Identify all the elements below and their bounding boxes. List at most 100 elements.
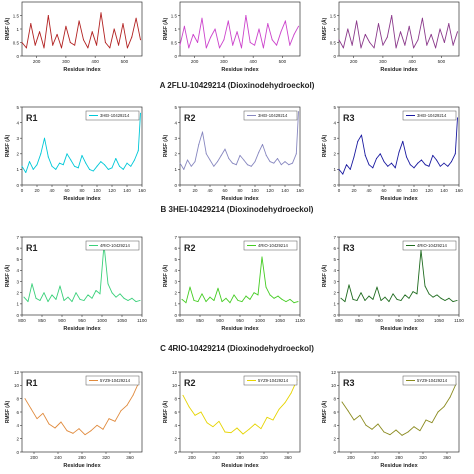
rmsf-data-point <box>233 294 235 296</box>
rmsf-data-point <box>348 284 350 286</box>
panel-label: R2 <box>184 243 196 253</box>
x-tick-label: 1000 <box>414 318 425 323</box>
rmsf-data-point <box>212 426 214 428</box>
rmsf-data-point <box>412 291 414 293</box>
x-tick-label: 240 <box>212 455 220 460</box>
legend: 5YZ9-10429214 <box>85 375 140 386</box>
y-tick-label: 7 <box>16 235 19 240</box>
rmsf-data-point <box>189 286 191 288</box>
rmsf-data-point <box>273 162 275 164</box>
rmsf-data-point <box>77 167 79 169</box>
y-tick-label: 7 <box>174 235 177 240</box>
rmsf-data-point <box>284 161 286 163</box>
rmsf-data-point <box>27 301 29 303</box>
x-tick-label: 200 <box>350 59 358 64</box>
x-axis-label: Residue index <box>380 326 418 332</box>
rmsf-data-point <box>197 301 199 303</box>
rmsf-data-point <box>457 117 458 119</box>
rmsf-data-point <box>135 17 137 19</box>
legend-entry: 5YZ9-10429214 <box>100 378 131 383</box>
x-tick-label: 850 <box>196 318 204 323</box>
rmsf-data-point <box>48 423 50 425</box>
rmsf-data-point <box>421 17 423 19</box>
panel-label: R3 <box>343 113 355 123</box>
rmsf-data-point <box>386 36 388 38</box>
panel-label: R1 <box>26 378 38 388</box>
rmsf-data-point <box>30 23 32 25</box>
rmsf-data-point <box>401 434 403 436</box>
legend-entry: 5YZ9-10429214 <box>258 378 289 383</box>
x-tick-label: 60 <box>222 188 228 193</box>
rmsf-data-point <box>55 298 57 300</box>
y-tick-label: 4 <box>333 120 336 125</box>
rmsf-data-point <box>43 47 45 49</box>
x-tick-label: 800 <box>18 318 26 323</box>
y-tick-label: 12 <box>331 370 337 375</box>
y-tick-label: 1 <box>174 302 177 307</box>
chart-panel-5: 0 1 2 3 4 5 0 20 40 60 80 100 120 140 160 Residue index… <box>321 105 463 202</box>
x-tick-label: 900 <box>375 318 383 323</box>
legend-entry: 4RIO-10429214 <box>100 243 130 248</box>
rmsf-data-point <box>368 295 370 297</box>
panel-label: R3 <box>343 378 355 388</box>
rmsf-data-point <box>265 286 267 288</box>
rmsf-data-point <box>81 154 83 156</box>
y-tick-label: 10 <box>14 383 20 388</box>
rmsf-data-point <box>245 295 247 297</box>
rmsf-data-point <box>139 300 141 302</box>
rmsf-data-point <box>284 20 286 22</box>
x-tick-label: 300 <box>62 59 70 64</box>
x-tick-label: 200 <box>30 455 38 460</box>
y-tick-label: 0 <box>174 450 177 455</box>
y-tick-label: 4 <box>16 423 19 428</box>
chart-panel-2: 0 0.5 1 1.5 200 300 400 500 Residue index RMSF (Å… <box>321 1 460 73</box>
rmsf-data-point <box>183 25 185 27</box>
x-tick-label: 80 <box>396 188 402 193</box>
x-tick-label: 20 <box>34 188 40 193</box>
rmsf-data-point <box>111 292 113 294</box>
rmsf-data-point <box>347 28 349 30</box>
rmsf-series-line <box>341 383 457 436</box>
rmsf-data-point <box>47 301 49 303</box>
x-tick-label: 360 <box>284 455 292 460</box>
rmsf-data-point <box>284 402 286 404</box>
y-tick-label: 4 <box>333 423 336 428</box>
rmsf-data-point <box>126 404 128 406</box>
rmsf-data-point <box>272 419 274 421</box>
y-tick-label: 10 <box>172 383 178 388</box>
x-tick-label: 300 <box>379 59 387 64</box>
rmsf-data-point <box>29 161 30 163</box>
rmsf-data-point <box>36 164 38 166</box>
y-tick-label: 1 <box>333 302 336 307</box>
rmsf-data-point <box>59 285 61 287</box>
x-axis-label: Residue index <box>380 463 418 469</box>
y-axis-label: RMSF (Å) <box>321 400 328 423</box>
rmsf-data-point <box>108 418 110 420</box>
rmsf-data-point <box>395 47 397 49</box>
x-tick-label: 850 <box>355 318 363 323</box>
x-tick-label: 60 <box>64 188 70 193</box>
rmsf-data-point <box>267 23 269 25</box>
rmsf-data-point <box>257 294 259 296</box>
rmsf-data-point <box>394 167 396 169</box>
y-tick-label: 0 <box>333 450 336 455</box>
x-tick-label: 400 <box>91 59 99 64</box>
chart-panel-6: 0 1 2 3 4 5 6 7 800 850 900 950 1000 1050 1100 Residue … <box>4 235 147 332</box>
chart-panel-9: 0 2 4 6 8 10 12 200 240 280 320 360 Residue index RMS… <box>4 370 143 469</box>
rmsf-data-point <box>59 162 60 164</box>
rmsf-data-point <box>214 28 216 30</box>
x-tick-label: 100 <box>251 188 259 193</box>
rmsf-data-point <box>230 432 232 434</box>
rmsf-data-point <box>289 44 291 46</box>
rmsf-data-point <box>223 39 225 41</box>
rmsf-data-point <box>63 300 65 302</box>
rmsf-data-point <box>419 430 421 432</box>
rmsf-data-point <box>356 300 358 302</box>
x-tick-label: 950 <box>236 318 244 323</box>
rmsf-data-point <box>100 161 102 163</box>
rmsf-data-point <box>451 161 452 163</box>
rmsf-data-point <box>25 172 27 174</box>
chart-panel-3: 0 1 2 3 4 5 0 20 40 60 80 100 120 140 160 Residue index… <box>4 105 146 202</box>
rmsf-data-point <box>39 31 41 33</box>
rmsf-data-point <box>30 408 32 410</box>
